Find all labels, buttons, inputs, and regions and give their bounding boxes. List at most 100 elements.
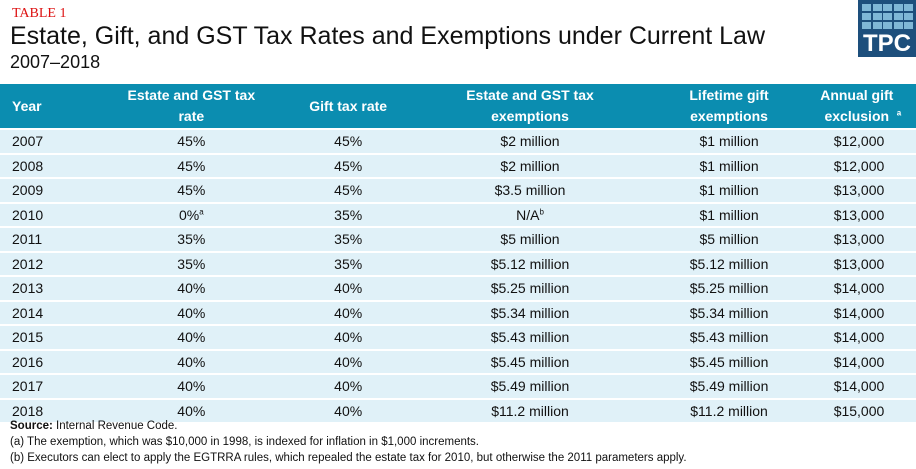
table-cell: $12,000 (802, 152, 916, 178)
logo-square (893, 22, 903, 29)
logo-square (872, 13, 882, 20)
logo-text: TPC (863, 30, 911, 57)
table-row: 2007 45% 45% $2 million $1 million $12,000 (0, 128, 916, 154)
table-cell: $15,000 (802, 397, 916, 422)
table-row: 2010 0%a 35% N/Ab $1 million $13,000 (0, 201, 916, 227)
table-cell: $13,000 (802, 250, 916, 276)
logo-square (883, 13, 892, 20)
notes: Source: Internal Revenue Code. (a) The e… (10, 418, 687, 466)
source-note: Source: Internal Revenue Code. (10, 418, 687, 434)
page-subtitle: 2007–2018 (10, 52, 101, 72)
table-row: 2009 45% 45% $3.5 million $1 million $13,000 (0, 177, 916, 203)
table-cell: $11.2 million (656, 397, 802, 422)
page-title: Estate, Gift, and GST Tax Rates and Exem… (10, 22, 766, 50)
table-cell: $1 million (656, 152, 802, 178)
table-cell: 40% (292, 324, 404, 350)
table-cell: $3.5 million (403, 177, 657, 203)
table-cell: 2018 (0, 397, 91, 422)
table-header-row: Year Estate and GST tax rate Gift tax rate… (0, 84, 916, 129)
tpc-logo: TPC (858, 0, 916, 57)
table-cell: 40% (292, 373, 404, 399)
source-label: Source: (10, 420, 53, 432)
source-text: Internal Revenue Code. (52, 420, 178, 432)
table-cell: $5.25 million (403, 275, 657, 301)
table-label: TABLE 1 (12, 6, 67, 21)
column-header: Lifetime gift exemptions (656, 84, 802, 129)
table-cell: 40% (90, 348, 293, 374)
table-cell: 40% (90, 275, 293, 301)
table-cell: 45% (90, 177, 293, 203)
table-cell: 2007 (0, 128, 91, 154)
table-cell: $14,000 (802, 275, 916, 301)
table-cell: 2015 (0, 324, 91, 350)
logo-square (872, 22, 882, 29)
column-header: Year (0, 84, 91, 129)
logo-square (883, 22, 892, 29)
table-cell: $5.45 million (656, 348, 802, 374)
column-header: Annual gift exclusion a (802, 84, 916, 129)
table-row: 2008 45% 45% $2 million $1 million $12,000 (0, 152, 916, 178)
table-cell: 45% (90, 128, 293, 154)
table-cell: 40% (292, 397, 404, 422)
table-row: 2018 40% 40% $11.2 million $11.2 million $15,… (0, 397, 916, 422)
table-cell: 40% (90, 299, 293, 325)
logo-square (872, 4, 882, 11)
table-cell: $2 million (403, 128, 657, 154)
table-cell: 40% (292, 275, 404, 301)
table-cell: $13,000 (802, 226, 916, 252)
table-cell: 2011 (0, 226, 91, 252)
table-cell: $5.43 million (403, 324, 657, 350)
table-cell: $13,000 (802, 177, 916, 203)
table-cell: 35% (292, 201, 404, 227)
footnote-marker: a (199, 207, 204, 217)
footnote-a: (a) The exemption, which was $10,000 in … (10, 436, 480, 448)
table-cell: 2017 (0, 373, 91, 399)
table-cell: 2013 (0, 275, 91, 301)
table-cell: $5 million (656, 226, 802, 252)
table-cell: $5.34 million (656, 299, 802, 325)
table-cell: $14,000 (802, 324, 916, 350)
table-cell: $13,000 (802, 201, 916, 227)
table-cell: $1 million (656, 177, 802, 203)
table-cell: 2010 (0, 201, 91, 227)
logo-square (893, 13, 903, 20)
logo-square (883, 4, 892, 11)
table-cell: 0%a (90, 201, 293, 227)
table-cell: $1 million (656, 128, 802, 154)
logo-square (904, 4, 913, 11)
table-row: 2013 40% 40% $5.25 million $5.25 million $14,… (0, 275, 916, 301)
column-header: Gift tax rate (292, 84, 404, 129)
logo-square (862, 22, 871, 29)
table-cell: $5.43 million (656, 324, 802, 350)
table-cell: 2014 (0, 299, 91, 325)
table-cell: $1 million (656, 201, 802, 227)
table-cell: N/Ab (403, 201, 657, 227)
table-cell: 35% (292, 250, 404, 276)
table-cell: 2008 (0, 152, 91, 178)
table-cell: 45% (292, 128, 404, 154)
footnote-b: (b) Executors can elect to apply the EGT… (10, 452, 687, 464)
table-cell: 40% (90, 324, 293, 350)
table-row: 2012 35% 35% $5.12 million $5.12 million $13,… (0, 250, 916, 276)
table-cell: $5 million (403, 226, 657, 252)
table-cell: $5.49 million (403, 373, 657, 399)
table-row: 2014 40% 40% $5.34 million $5.34 million $14,… (0, 299, 916, 325)
logo-square (862, 13, 871, 20)
table-cell: $12,000 (802, 128, 916, 154)
table-cell: 35% (292, 226, 404, 252)
footnote-marker: a (896, 108, 902, 118)
table-cell: $14,000 (802, 348, 916, 374)
table-row: 2017 40% 40% $5.49 million $5.49 million $14,… (0, 373, 916, 399)
table-cell: 35% (90, 226, 293, 252)
table-cell: 2016 (0, 348, 91, 374)
footnote-marker: b (539, 207, 544, 217)
table-cell: 40% (90, 373, 293, 399)
table-cell: $2 million (403, 152, 657, 178)
table-cell: $5.34 million (403, 299, 657, 325)
table-cell: 45% (292, 177, 404, 203)
table-row: 2011 35% 35% $5 million $5 million $13,000 (0, 226, 916, 252)
table-cell: 2012 (0, 250, 91, 276)
table-cell: 40% (292, 299, 404, 325)
table-cell: $5.12 million (656, 250, 802, 276)
table-cell: 2009 (0, 177, 91, 203)
